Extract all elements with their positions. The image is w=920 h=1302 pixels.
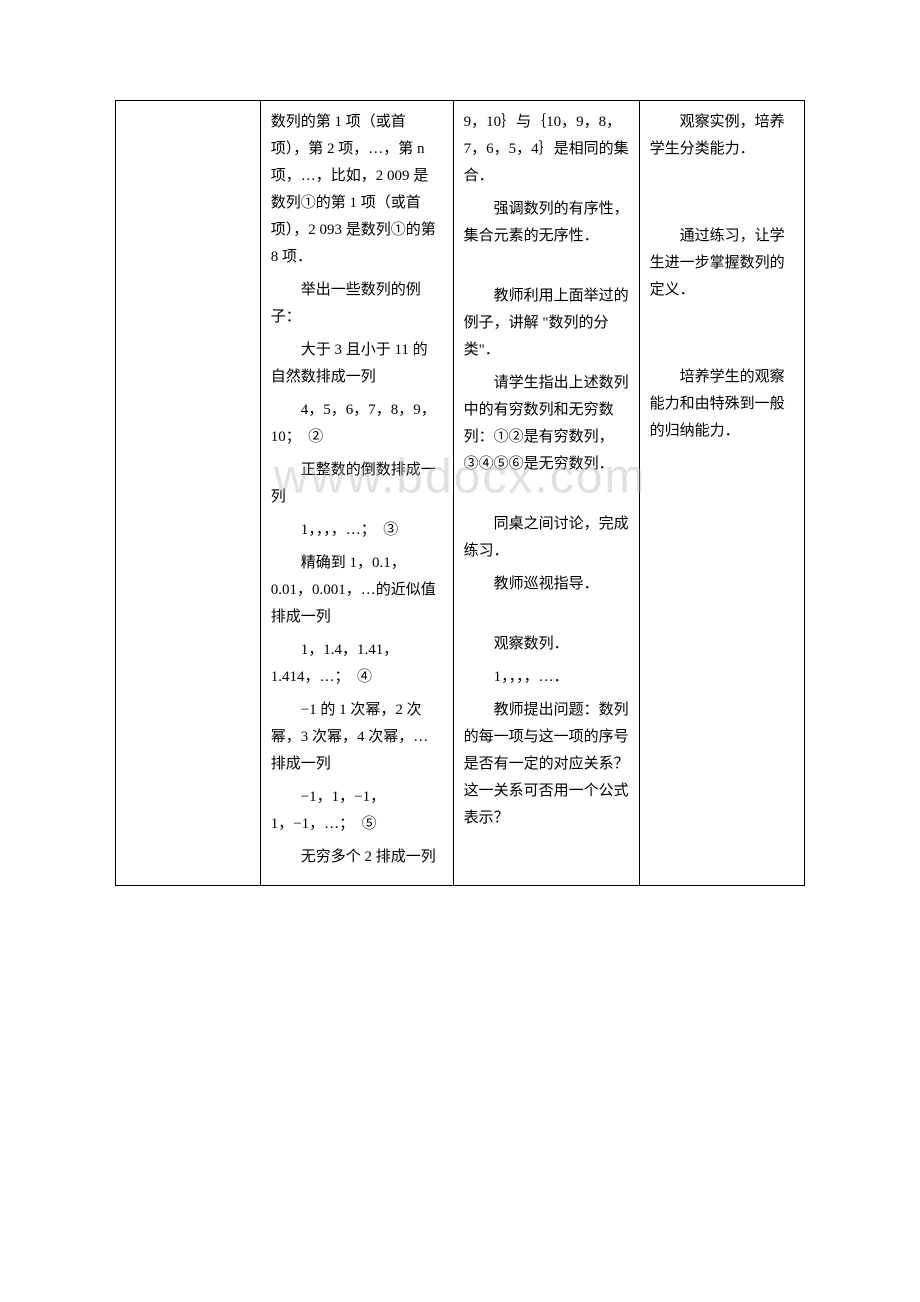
para: 教师巡视指导．	[464, 571, 629, 598]
page-container: 数列的第 1 项（或首项），第 2 项，…，第 n 项，…，比如，2 009 是…	[115, 100, 805, 886]
page-wrapper: www.bdocx.com 数列的第 1 项（或首项），第 2 项，…，第 n …	[115, 100, 805, 886]
para: 1，1.4，1.41，1.414，…； ④	[271, 637, 443, 691]
para: 观察实例，培养学生分类能力．	[650, 109, 794, 163]
para: 4，5，6，7，8，9，10； ②	[271, 397, 443, 451]
para: 1，，，，…； ③	[271, 517, 443, 544]
cell-1	[116, 101, 261, 886]
para: 教师利用上面举过的例子，讲解 "数列的分类"．	[464, 283, 629, 364]
table-row: 数列的第 1 项（或首项），第 2 项，…，第 n 项，…，比如，2 009 是…	[116, 101, 805, 886]
para: −1，1，−1，1，−1，…； ⑤	[271, 784, 443, 838]
para: 1，，，，…．	[464, 664, 629, 691]
para: 精确到 1，0.1，0.01，0.001，…的近似值排成一列	[271, 550, 443, 631]
para: 举出一些数列的例子：	[271, 277, 443, 331]
para: 教师提出问题：数列的每一项与这一项的序号是否有一定的对应关系？这一关系可否用一个…	[464, 697, 629, 832]
document-table: 数列的第 1 项（或首项），第 2 项，…，第 n 项，…，比如，2 009 是…	[115, 100, 805, 886]
cell-2: 数列的第 1 项（或首项），第 2 项，…，第 n 项，…，比如，2 009 是…	[260, 101, 453, 886]
para: 培养学生的观察能力和由特殊到一般的归纳能力．	[650, 364, 794, 445]
para: 数列的第 1 项（或首项），第 2 项，…，第 n 项，…，比如，2 009 是…	[271, 109, 443, 271]
para: −1 的 1 次幂，2 次幂，3 次幂，4 次幂，…排成一列	[271, 697, 443, 778]
cell-3: 9，10｝与｛10，9，8，7，6，5，4｝是相同的集合． 强调数列的有序性，集…	[453, 101, 639, 886]
para: 大于 3 且小于 11 的自然数排成一列	[271, 337, 443, 391]
para: 强调数列的有序性，集合元素的无序性．	[464, 196, 629, 250]
para: 9，10｝与｛10，9，8，7，6，5，4｝是相同的集合．	[464, 109, 629, 190]
cell-4: 观察实例，培养学生分类能力． 通过练习，让学生进一步掌握数列的定义． 培养学生的…	[639, 101, 804, 886]
para: 请学生指出上述数列中的有穷数列和无穷数列：①②是有穷数列，③④⑤⑥是无穷数列．	[464, 370, 629, 478]
para: 正整数的倒数排成一列	[271, 457, 443, 511]
para: 无穷多个 2 排成一列	[271, 844, 443, 871]
para: 通过练习，让学生进一步掌握数列的定义．	[650, 223, 794, 304]
para: 同桌之间讨论，完成练习．	[464, 511, 629, 565]
para: 观察数列．	[464, 631, 629, 658]
